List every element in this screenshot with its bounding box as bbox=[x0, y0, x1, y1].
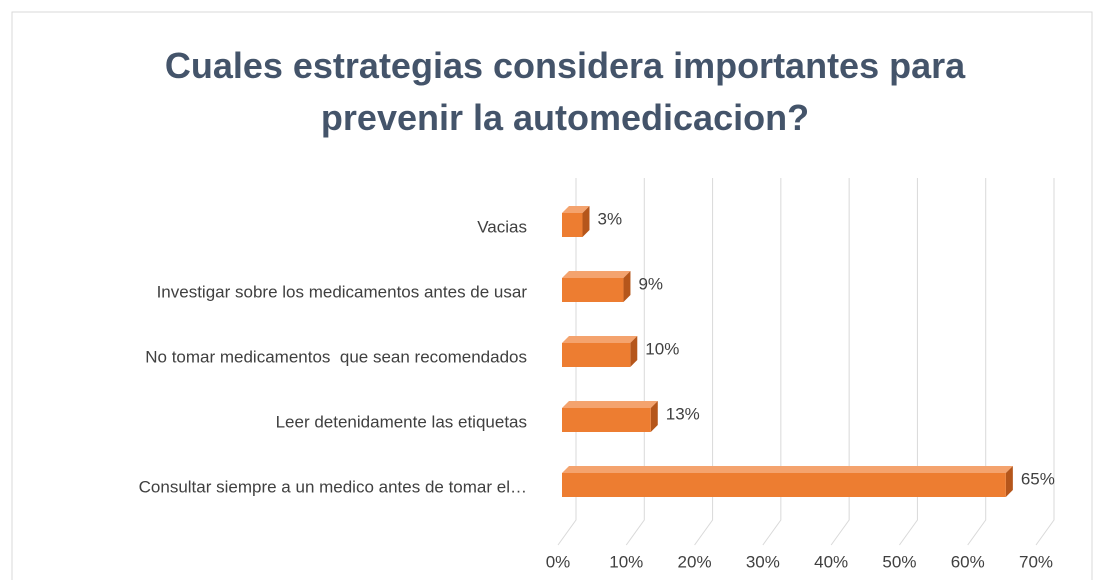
bar-top bbox=[562, 271, 631, 278]
x-tick-label: 20% bbox=[678, 552, 712, 571]
bar-front bbox=[562, 343, 631, 367]
y-tick-label: Consultar siempre a un medico antes de t… bbox=[139, 477, 527, 496]
bar-side bbox=[650, 401, 658, 432]
bar-top bbox=[562, 466, 1013, 473]
bar-front bbox=[562, 278, 624, 302]
x-tick-label: 70% bbox=[1019, 552, 1053, 571]
x-tick-label: 40% bbox=[814, 552, 848, 571]
grid-line bbox=[625, 178, 645, 546]
bar bbox=[562, 466, 1013, 497]
chart-border bbox=[11, 11, 1093, 580]
bar-top bbox=[562, 206, 590, 213]
grid-line bbox=[1035, 178, 1055, 546]
grid-line bbox=[762, 178, 782, 546]
bar bbox=[562, 206, 590, 237]
bar-side bbox=[623, 271, 631, 302]
data-label: 65% bbox=[1021, 469, 1055, 488]
bar-front bbox=[562, 408, 651, 432]
x-tick-label: 50% bbox=[882, 552, 916, 571]
x-tick-label: 60% bbox=[951, 552, 985, 571]
y-tick-label: Investigar sobre los medicamentos antes … bbox=[157, 282, 528, 301]
y-tick-label: Leer detenidamente las etiquetas bbox=[276, 412, 527, 431]
bar-side bbox=[630, 336, 638, 367]
bar-side bbox=[1005, 466, 1013, 497]
bar-side bbox=[582, 206, 590, 237]
grid-line bbox=[830, 178, 850, 546]
bar bbox=[562, 401, 658, 432]
data-label: 9% bbox=[638, 274, 663, 293]
data-label: 13% bbox=[666, 404, 700, 423]
bar bbox=[562, 336, 638, 367]
x-tick-label: 0% bbox=[546, 552, 571, 571]
x-tick-label: 30% bbox=[746, 552, 780, 571]
bar bbox=[562, 271, 631, 302]
grid-line bbox=[899, 178, 918, 546]
bar-top bbox=[562, 336, 638, 343]
data-label: 10% bbox=[645, 339, 679, 358]
y-tick-label: No tomar medicamentos que sean recomenda… bbox=[145, 347, 527, 366]
bar-front bbox=[562, 473, 1006, 497]
bar-top bbox=[562, 401, 658, 408]
bar-front bbox=[562, 213, 583, 237]
y-tick-label: Vacias bbox=[477, 217, 527, 236]
chart-title: Cuales estrategias considera importantes… bbox=[164, 45, 966, 138]
x-tick-label: 10% bbox=[609, 552, 643, 571]
data-label: 3% bbox=[597, 209, 622, 228]
grid-line bbox=[694, 178, 714, 546]
grid-line bbox=[967, 178, 987, 546]
